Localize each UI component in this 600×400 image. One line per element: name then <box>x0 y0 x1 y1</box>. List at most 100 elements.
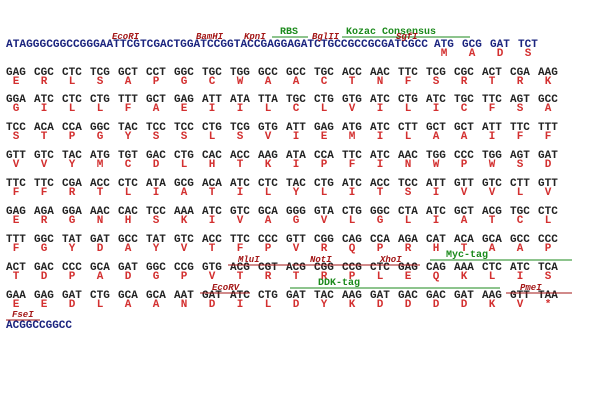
codon: ACT <box>482 67 502 79</box>
amino-acid: L <box>97 299 104 311</box>
codon: CTG <box>314 178 334 190</box>
amino-acid: L <box>69 103 76 115</box>
codon: TTC <box>230 234 250 246</box>
amino-acid: P <box>377 243 384 255</box>
amino-acid: P <box>153 76 160 88</box>
amino-acid: T <box>489 76 496 88</box>
codon: TTC <box>342 150 362 162</box>
amino-acid: R <box>265 271 272 283</box>
amino-acid: T <box>377 187 384 199</box>
amino-acid: K <box>265 159 272 171</box>
codon: ATA <box>286 150 306 162</box>
codon: AAG <box>482 290 502 302</box>
amino-acid: S <box>97 76 104 88</box>
amino-acid: L <box>545 215 552 227</box>
amino-acid: T <box>209 243 216 255</box>
amino-acid: E <box>13 215 20 227</box>
amino-acid: R <box>405 243 412 255</box>
amino-acid: S <box>405 187 412 199</box>
amino-acid: I <box>433 187 440 199</box>
amino-acid: F <box>41 187 48 199</box>
enzyme-label: SgfI <box>396 32 418 42</box>
codon: CCC <box>62 262 82 274</box>
amino-acid: W <box>489 159 496 171</box>
amino-acid: G <box>153 271 160 283</box>
amino-acid: A <box>265 215 272 227</box>
codon: CTT <box>398 122 418 134</box>
codon: TCC <box>146 122 166 134</box>
amino-acid: A <box>545 103 552 115</box>
amino-acid: G <box>69 215 76 227</box>
codon: CTA <box>398 206 418 218</box>
amino-acid: D <box>461 299 468 311</box>
amino-acid: T <box>489 215 496 227</box>
codon: AGA <box>34 206 54 218</box>
tag-label: Myc-tag <box>446 250 488 261</box>
amino-acid: A <box>517 243 524 255</box>
codon: CGG <box>314 234 334 246</box>
codon: TGG <box>230 67 250 79</box>
amino-acid: T <box>237 271 244 283</box>
amino-acid: V <box>293 243 300 255</box>
codon: ATC <box>370 122 390 134</box>
codon: GGC <box>34 234 54 246</box>
amino-acid: L <box>209 131 216 143</box>
amino-acid: R <box>461 76 468 88</box>
amino-acid: T <box>237 159 244 171</box>
amino-acid: G <box>293 215 300 227</box>
amino-acid: F <box>13 243 20 255</box>
codon: ATC <box>510 262 530 274</box>
amino-acid: L <box>265 299 272 311</box>
amino-acid: S <box>237 131 244 143</box>
codon: GTC <box>482 178 502 190</box>
amino-acid: F <box>349 159 356 171</box>
amino-acid: P <box>461 159 468 171</box>
codon: CTG <box>258 290 278 302</box>
amino-acid: V <box>489 187 496 199</box>
amino-acid: E <box>321 131 328 143</box>
codon: TGC <box>202 67 222 79</box>
codon: TTC <box>510 122 530 134</box>
codon: GAG <box>174 94 194 106</box>
codon: AAG <box>258 150 278 162</box>
codon: CCC <box>258 234 278 246</box>
codon: ACA <box>34 122 54 134</box>
codon: CTG <box>342 206 362 218</box>
amino-acid: P <box>181 271 188 283</box>
codon: TAC <box>286 178 306 190</box>
amino-acid: F <box>237 243 244 255</box>
codon: CAG <box>426 262 446 274</box>
amino-acid: D <box>41 271 48 283</box>
amino-acid: K <box>349 299 356 311</box>
codon: ATT <box>286 122 306 134</box>
codon: TCT <box>518 39 538 51</box>
amino-acid: G <box>13 103 20 115</box>
amino-acid: S <box>153 215 160 227</box>
amino-acid: I <box>293 159 300 171</box>
codon: CTG <box>90 94 110 106</box>
amino-acid: P <box>265 243 272 255</box>
amino-acid: G <box>181 76 188 88</box>
codon: AGT <box>510 94 530 106</box>
amino-acid: M <box>97 159 104 171</box>
codon: TCG <box>230 122 250 134</box>
codon: ACC <box>370 178 390 190</box>
codon: ATC <box>426 206 446 218</box>
codon: CGC <box>454 67 474 79</box>
amino-acid: C <box>209 76 216 88</box>
codon: CGA <box>62 178 82 190</box>
amino-acid: A <box>153 299 160 311</box>
codon: CCT <box>146 67 166 79</box>
codon: TCC <box>174 122 194 134</box>
amino-acid: R <box>41 215 48 227</box>
amino-acid: F <box>405 76 412 88</box>
codon: GGA <box>62 206 82 218</box>
amino-acid: A <box>125 76 132 88</box>
codon: GGC <box>146 262 166 274</box>
tail-sequence: ACGGCCGGCC <box>6 320 72 332</box>
amino-acid: W <box>433 159 440 171</box>
codon: CTC <box>482 262 502 274</box>
amino-acid: E <box>13 76 20 88</box>
amino-acid: P <box>321 159 328 171</box>
